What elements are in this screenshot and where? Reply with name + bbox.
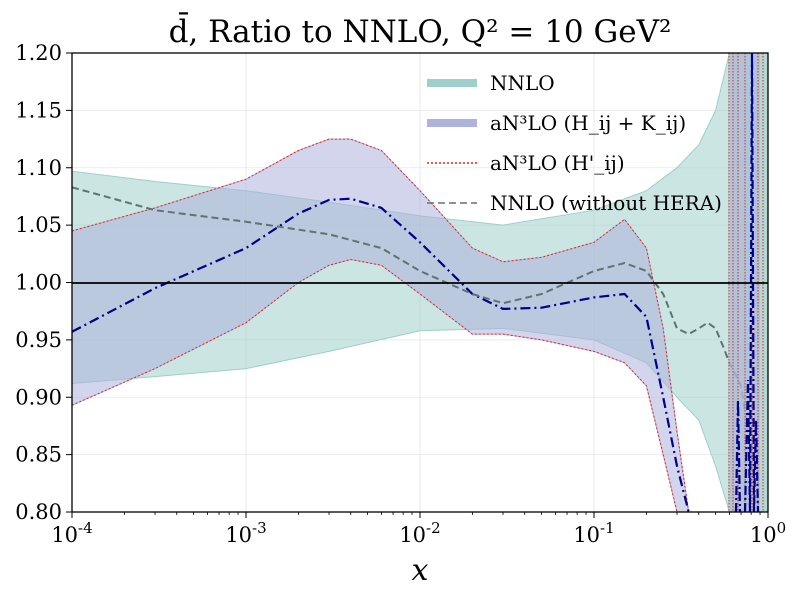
x-axis-label: x	[412, 553, 429, 588]
h-prime-edge-upper	[72, 138, 690, 512]
y-tick-label: 1.05	[15, 213, 62, 237]
plot-frame	[71, 52, 769, 513]
ticks: 10-4 10-3 10-2 10-1 100 0.80 0.85 0.90 0.95 1.00 1…	[15, 41, 786, 547]
h-prime-edge-lower	[72, 258, 678, 512]
y-tick-label: 1.15	[15, 98, 62, 122]
legend-label: NNLO (without HERA)	[490, 191, 722, 215]
x-tick-label: 100	[750, 519, 786, 547]
x-tick-label: 10-4	[51, 519, 92, 547]
y-tick-label: 1.20	[15, 41, 62, 65]
legend-swatch	[427, 79, 477, 87]
x-tick-label: 10-3	[225, 519, 266, 547]
y-tick-label: 1.00	[15, 271, 62, 295]
legend-swatch	[427, 119, 477, 127]
legend: NNLO aN³LO (H_ij + K_ij) aN³LO (H'_ij) NNLO…	[427, 71, 722, 215]
high-x-oscillation-central	[734, 53, 760, 512]
legend-label: aN³LO (H'_ij)	[490, 151, 625, 175]
x-tick-label: 10-2	[399, 519, 440, 547]
y-tick-label: 0.85	[15, 443, 62, 467]
legend-label: aN³LO (H_ij + K_ij)	[490, 111, 686, 135]
legend-label: NNLO	[490, 71, 555, 95]
y-tick-label: 1.10	[15, 156, 62, 180]
y-tick-label: 0.80	[15, 500, 62, 524]
chart-title: d̄, Ratio to NNLO, Q² = 10 GeV²	[169, 11, 672, 50]
y-tick-label: 0.90	[15, 385, 62, 409]
x-tick-label: 10-1	[573, 519, 614, 547]
y-tick-label: 0.95	[15, 328, 62, 352]
